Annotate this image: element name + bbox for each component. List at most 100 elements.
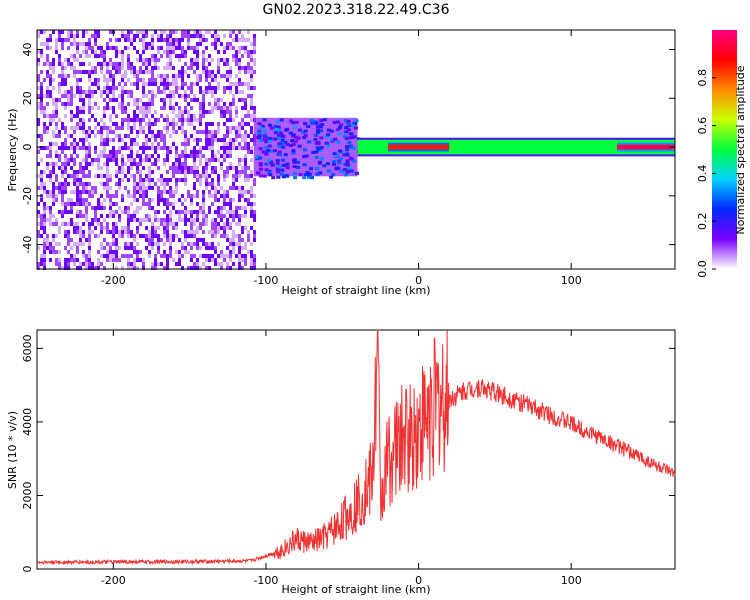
spectrogram-cell xyxy=(190,34,193,38)
spectrogram-cell xyxy=(88,46,91,50)
spectrogram-cell xyxy=(91,34,94,38)
spectrogram-cell xyxy=(100,202,103,206)
spectrogram-cell xyxy=(169,82,172,86)
spectrogram-cell xyxy=(166,262,169,266)
spectrogram-cell xyxy=(241,206,244,210)
spectrogram-cell xyxy=(157,186,160,190)
spectrogram-cell xyxy=(88,234,91,238)
spectrogram-cell xyxy=(112,130,115,134)
spectrogram-cell xyxy=(127,114,130,118)
spectrogram-cell xyxy=(142,42,145,46)
spectrogram-cell xyxy=(235,130,238,134)
spectrogram-cell xyxy=(232,102,235,106)
spectrogram-cell xyxy=(250,106,253,110)
spectrogram-cell xyxy=(40,158,43,162)
spectrogram-cell xyxy=(88,222,91,226)
spectrogram-cell xyxy=(226,218,229,222)
spectrogram-cell xyxy=(217,50,220,54)
spectrogram-cell xyxy=(229,162,232,166)
spectrogram-cell xyxy=(115,190,118,194)
spectrogram-cell xyxy=(82,122,85,126)
spectrogram-cell xyxy=(106,174,109,178)
spectrogram-cell xyxy=(85,266,88,270)
spectrogram-cell xyxy=(220,218,223,222)
spectrogram-cell xyxy=(187,138,190,142)
spectrogram-cell xyxy=(106,250,109,254)
spectrogram-cell xyxy=(112,226,115,230)
spectrogram-cell xyxy=(226,142,229,146)
spectrogram-cell xyxy=(229,186,232,190)
spectrogram-cell xyxy=(40,98,43,102)
spectrogram-cell xyxy=(70,66,73,70)
spectrogram-cell xyxy=(67,162,70,166)
spectrogram-cell xyxy=(115,226,118,230)
spectrogram-cell xyxy=(175,210,178,214)
spectrogram-cell xyxy=(151,146,154,150)
spectrogram-cell xyxy=(181,50,184,54)
spectrogram-cell xyxy=(127,258,130,262)
spectrogram-cell xyxy=(88,246,91,250)
spectrogram-cell xyxy=(109,30,112,34)
spectrogram-cell xyxy=(52,222,55,226)
spectrogram-cell xyxy=(193,70,196,74)
spectrogram-cell xyxy=(244,114,247,118)
spectrogram-cell xyxy=(193,218,196,222)
spectrogram-cell xyxy=(49,66,52,70)
spectrogram-cell xyxy=(148,62,151,66)
spectrogram-cell xyxy=(229,150,232,154)
spectrogram-cell xyxy=(100,94,103,98)
spectrogram-cell xyxy=(319,136,324,140)
spectrogram-cell xyxy=(157,118,160,122)
spectrogram-cell xyxy=(103,198,106,202)
spectrogram-cell xyxy=(232,234,235,238)
spectrogram-cell xyxy=(232,58,235,62)
spectrogram-cell xyxy=(58,230,61,234)
spectrogram-cell xyxy=(64,262,67,266)
spectrogram-cell xyxy=(160,190,163,194)
spectrogram-cell xyxy=(148,202,151,206)
spectrogram-cell xyxy=(211,194,214,198)
spectrogram-cell xyxy=(273,124,278,128)
spectrogram-cell xyxy=(142,126,145,130)
spectrogram-cell xyxy=(112,242,115,246)
spectrogram-cell xyxy=(151,170,154,174)
spectrogram-cell xyxy=(88,250,91,254)
spectrogram-cell xyxy=(109,62,112,66)
spectrogram-cell xyxy=(142,110,145,114)
spectrogram-cell xyxy=(79,230,82,234)
spectrogram-cell xyxy=(127,34,130,38)
spectrogram-cell xyxy=(187,190,190,194)
spectrogram-cell xyxy=(139,178,142,182)
spectrogram-cell xyxy=(103,106,106,110)
spectrogram-cell xyxy=(232,214,235,218)
spectrogram-cell xyxy=(193,186,196,190)
spectrogram-cell xyxy=(166,150,169,154)
spectrogram-cell xyxy=(211,74,214,78)
spectrogram-cell xyxy=(175,150,178,154)
spectrogram-cell xyxy=(58,250,61,254)
spectrogram-cell xyxy=(250,50,253,54)
spectrogram-cell xyxy=(172,126,175,130)
spectrogram-cell xyxy=(205,186,208,190)
spectrogram-cell xyxy=(178,214,181,218)
spectrogram-cell xyxy=(229,118,232,122)
spectrogram-cell xyxy=(154,258,157,262)
spectrogram-cell xyxy=(226,194,229,198)
spectrogram-cell xyxy=(175,30,178,34)
spectrogram-cell xyxy=(64,78,67,82)
spectrogram-cell xyxy=(109,126,112,130)
spectrogram-cell xyxy=(151,66,154,70)
spectrogram-cell xyxy=(335,166,340,170)
spectrogram-cell xyxy=(181,66,184,70)
spectrogram-cell xyxy=(121,74,124,78)
spectrogram-cell xyxy=(229,266,232,270)
spectrogram-cell xyxy=(232,174,235,178)
spectrogram-cell xyxy=(55,222,58,226)
spectrogram-cell xyxy=(217,62,220,66)
spectrogram-cell xyxy=(145,214,148,218)
spectrogram-cell xyxy=(226,42,229,46)
spectrogram-cell xyxy=(337,132,342,136)
spectrogram-cell xyxy=(187,218,190,222)
spectrogram-cell xyxy=(85,254,88,258)
spectrogram-cell xyxy=(238,238,241,242)
